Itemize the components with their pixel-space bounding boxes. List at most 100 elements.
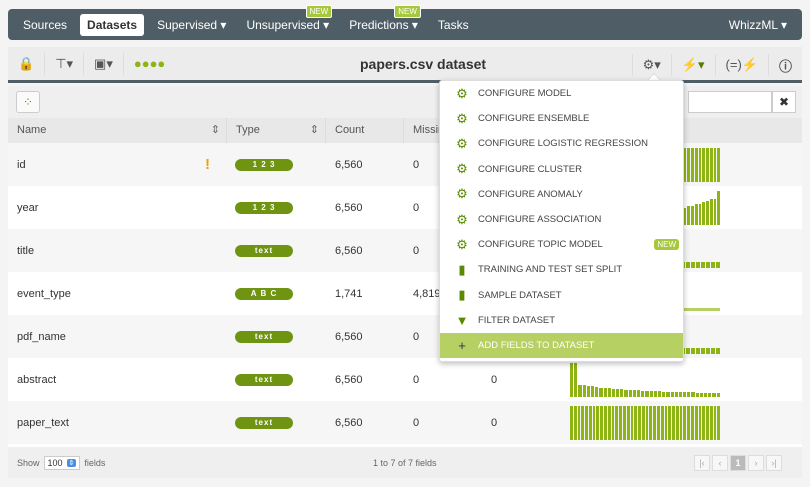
histogram-bar — [690, 262, 695, 268]
histogram-bar — [645, 391, 649, 397]
histogram[interactable] — [570, 405, 721, 440]
warning-icon[interactable]: ! — [205, 156, 210, 173]
prev-page-button[interactable]: ‹ — [712, 454, 728, 471]
histogram-bar — [713, 147, 717, 182]
missing-value: 0 — [413, 416, 420, 429]
histogram-bar — [588, 405, 592, 440]
histogram-bar — [683, 207, 687, 225]
nav-supervised[interactable]: Supervised ▾ — [157, 17, 227, 32]
histogram-bar — [678, 392, 683, 397]
histogram-bar — [628, 389, 632, 397]
type-badge: 1 2 3 — [235, 201, 293, 214]
histogram-bar — [596, 405, 600, 440]
lock-icon[interactable]: 🔒 — [8, 52, 46, 75]
field-name[interactable]: title — [17, 244, 35, 257]
histogram-bar — [683, 392, 687, 397]
histogram-bar — [656, 405, 660, 440]
page-size-select[interactable]: 100 ⇕ — [43, 455, 81, 470]
search-input[interactable] — [688, 91, 772, 113]
scatter-filter-button[interactable]: ⁘ — [16, 91, 40, 113]
nav-unsupervised[interactable]: Unsupervised ▾ NEW — [239, 4, 336, 36]
histogram-bar — [585, 405, 588, 440]
histogram-bar — [645, 405, 649, 440]
nav-datasets[interactable]: Datasets — [80, 13, 145, 36]
count-value: 1,741 — [335, 287, 363, 300]
whizzml-icon[interactable]: (=)⚡ — [714, 54, 768, 76]
menu-item-configure-association[interactable]: ⚙ CONFIGURE ASSOCIATION — [440, 207, 683, 232]
histogram-bar — [660, 405, 664, 440]
field-name[interactable]: year — [17, 201, 39, 214]
histogram-bar — [702, 147, 706, 182]
field-name[interactable]: abstract — [17, 373, 57, 386]
histogram-bar — [704, 392, 708, 397]
histogram-bar — [570, 362, 574, 397]
menu-item-training-and-test-set-split[interactable]: ▮ TRAINING AND TEST SET SPLIT — [440, 257, 683, 282]
topic-model-icon: ⚙ — [456, 236, 468, 252]
header-name[interactable]: Name ⇕ — [8, 118, 227, 143]
menu-item-configure-ensemble[interactable]: ⚙ CONFIGURE ENSEMBLE — [440, 106, 683, 131]
histogram-bar — [595, 386, 599, 397]
menu-item-configure-logistic-regression[interactable]: ⚙ CONFIGURE LOGISTIC REGRESSION — [440, 131, 683, 156]
histogram-bar — [641, 390, 645, 397]
menu-item-sample-dataset[interactable]: ▮ SAMPLE DATASET — [440, 283, 683, 308]
type-badge: 1 2 3 — [235, 158, 293, 171]
histogram-bar — [717, 190, 721, 225]
histogram-bar — [695, 262, 700, 268]
info-icon[interactable]: ⓘ — [767, 54, 802, 76]
header-count[interactable]: Count — [326, 118, 404, 143]
type-badge: text — [235, 330, 293, 343]
tree-view-icon[interactable]: ⊤▾ — [45, 52, 85, 75]
missing-value: 0 — [413, 201, 420, 214]
table-row[interactable]: abstract text 6,560 0 0 — [8, 358, 802, 401]
menu-item-configure-topic-model[interactable]: ⚙ CONFIGURE TOPIC MODEL NEW — [440, 232, 683, 257]
histogram-bar — [690, 348, 695, 354]
cluster-icon: ⚙ — [456, 161, 468, 177]
menu-item-add-fields-to-dataset[interactable]: + ADD FIELDS TO DATASET — [440, 332, 683, 359]
current-page[interactable]: 1 — [730, 454, 746, 471]
histogram-bar — [670, 392, 674, 397]
first-page-button[interactable]: |‹ — [694, 454, 710, 471]
histogram-bar — [599, 387, 603, 397]
errors-value: 0 — [491, 416, 498, 429]
histogram-bar — [709, 199, 713, 225]
field-name[interactable]: id — [17, 158, 26, 171]
histogram[interactable] — [570, 362, 720, 397]
field-name[interactable]: pdf_name — [17, 330, 66, 343]
nav-sources[interactable]: Sources — [23, 17, 68, 32]
menu-item-configure-model[interactable]: ⚙ CONFIGURE MODEL — [440, 81, 683, 106]
histogram-bar — [712, 393, 716, 397]
field-types-icon[interactable]: ▣▾ — [84, 52, 124, 75]
histogram-bar — [622, 405, 626, 440]
table-row[interactable]: paper_text text 6,560 0 0 — [8, 401, 802, 444]
dots-icon[interactable]: ●●●● — [133, 56, 166, 71]
histogram-bar — [694, 405, 698, 440]
histogram-bar — [662, 391, 666, 397]
header-type[interactable]: Type ⇕ — [227, 118, 326, 143]
last-page-button[interactable]: ›| — [766, 454, 782, 471]
histogram-bar — [713, 405, 717, 440]
histogram-bar — [653, 405, 656, 440]
histogram-bar — [687, 205, 690, 225]
clear-search-icon[interactable]: ✖ — [772, 91, 796, 113]
histogram-bar — [700, 348, 705, 354]
menu-item-configure-anomaly[interactable]: ⚙ CONFIGURE ANOMALY — [440, 182, 683, 207]
configure-gear-icon[interactable]: ⚙▾ — [631, 54, 671, 76]
histogram-bar — [709, 147, 713, 182]
menu-item-filter-dataset[interactable]: ▼ FILTER DATASET — [440, 308, 683, 333]
nav-whizzml[interactable]: WhizzML ▾ — [728, 17, 787, 32]
histogram-bar — [683, 405, 687, 440]
histogram-bar — [573, 405, 577, 440]
one-click-icon[interactable]: ⚡▾ — [670, 54, 715, 76]
next-page-button[interactable]: › — [748, 454, 764, 471]
field-name[interactable]: paper_text — [17, 416, 69, 429]
field-name[interactable]: event_type — [17, 287, 71, 300]
histogram-bar — [694, 204, 698, 225]
nav-tasks[interactable]: Tasks — [437, 17, 469, 32]
histogram-bar — [710, 262, 715, 268]
dataset-title: papers.csv dataset — [360, 56, 487, 72]
menu-item-configure-cluster[interactable]: ⚙ CONFIGURE CLUSTER — [440, 157, 683, 182]
histogram-bar — [675, 405, 679, 440]
histogram-bar — [706, 147, 709, 182]
model-icon: ⚙ — [456, 85, 468, 101]
nav-predictions[interactable]: Predictions ▾ NEW — [342, 4, 425, 36]
